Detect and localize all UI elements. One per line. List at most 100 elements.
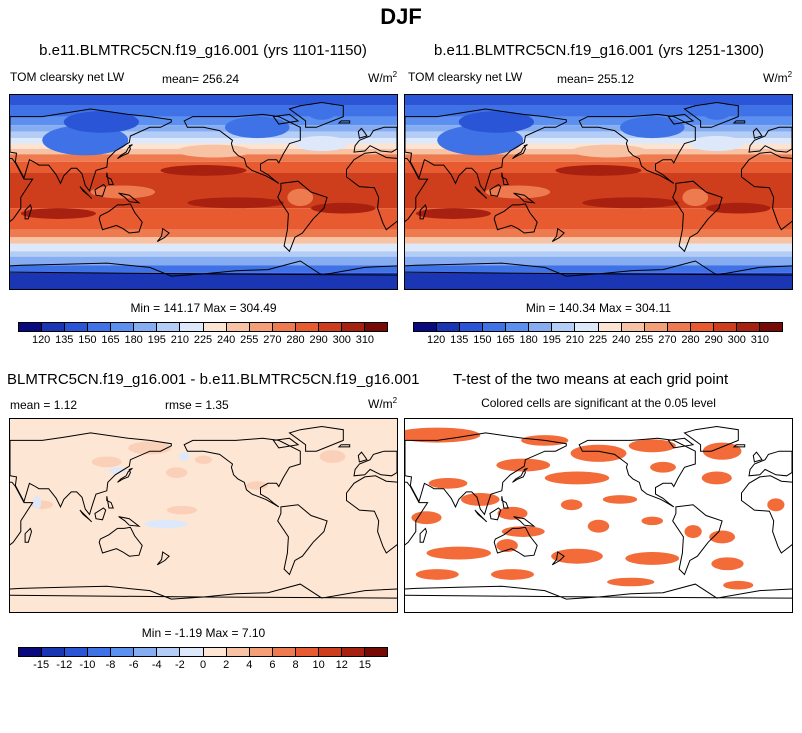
cbar-tr-color-3: [483, 323, 507, 331]
map-tl-coastline: [94, 183, 107, 197]
cbar-tr-tick-label: 280: [681, 334, 700, 346]
map-br-coastline: [493, 526, 538, 557]
map-br-coastline: [578, 437, 696, 508]
units-label-bottom-left: W/m2: [368, 396, 398, 411]
map-br-sig-region: [650, 461, 676, 473]
map-tr-coastline: [667, 113, 695, 125]
map-tl-cold-asia: [42, 125, 129, 156]
map-tl-field-band: [10, 154, 397, 162]
cbar-bl-tick-label: 10: [312, 659, 325, 671]
map-br-coastline: [405, 585, 599, 600]
map-bl-coastline: [183, 437, 301, 508]
panel-subtitle-bottom-right: Colored cells are significant at the 0.0…: [481, 396, 716, 410]
map-br-coastline: [752, 451, 763, 463]
map-br-sig-region: [702, 442, 742, 460]
map-tr-coastline: [752, 127, 763, 139]
map-tr-spac-max: [582, 197, 680, 209]
map-tr-coastline: [405, 108, 567, 192]
map-br-sig-region: [460, 492, 500, 506]
map-bottom-right: [404, 418, 793, 613]
cbar-tl-color-8: [203, 323, 227, 331]
map-bl-warm-patch: [165, 467, 188, 478]
map-tr-coastline: [474, 186, 488, 199]
map-tr-coastline: [598, 260, 792, 276]
map-tr-field-band: [405, 256, 792, 266]
cbar-bl-color-2: [65, 648, 89, 656]
cbar-tl-color-15: [364, 323, 387, 331]
cbar-tl-tick-label: 310: [355, 334, 375, 346]
map-tl-coastline: [10, 108, 172, 192]
map-br-sig-region: [497, 506, 528, 520]
cbar-tl-tick-label: 180: [124, 334, 143, 346]
map-tl-coastline: [203, 260, 397, 276]
cbar-bl-color-1: [42, 648, 66, 656]
map-tl-coastline: [277, 180, 328, 253]
cbar-tr-color-6: [552, 323, 576, 331]
map-tl-coastline: [346, 151, 397, 231]
map-tr-field-band: [405, 138, 792, 144]
cbar-tl-color-11: [272, 323, 296, 331]
map-br-coastline: [419, 527, 428, 543]
map-br-sig-region: [723, 580, 754, 590]
map-tr-sio-max: [415, 208, 491, 219]
map-bl-warm-patch: [91, 456, 122, 468]
cbar-tl-tick-label: 270: [263, 334, 282, 346]
map-bl-warm-patch: [319, 450, 346, 463]
map-bl-svg: [10, 419, 397, 612]
map-bl-coastline: [117, 467, 133, 483]
map-br-sig-region: [701, 471, 732, 485]
map-tr-field-band: [405, 116, 792, 126]
map-tl-npac-max: [160, 165, 247, 176]
map-br-sig-region: [711, 557, 744, 571]
map-tl-spac-max: [187, 197, 285, 209]
map-tr-coastline: [672, 180, 723, 253]
map-bl-coastline: [288, 425, 344, 452]
map-tr-warmpool: [485, 185, 551, 199]
map-br-coastline: [672, 504, 723, 576]
cbar-tr-color-1: [437, 323, 461, 331]
map-bl-coastline: [79, 509, 93, 523]
map-bl-coastline: [24, 527, 33, 543]
map-tr-npac-ridge: [571, 144, 647, 158]
colorbar-bottom-left: [18, 647, 388, 657]
map-tl-coastline: [79, 186, 93, 199]
map-bl-coastline: [10, 585, 204, 600]
colorbar-top-right: [413, 322, 783, 332]
map-tr-coastline: [493, 203, 538, 234]
map-tl-field-band: [10, 243, 397, 252]
cbar-tr-tick-label: 290: [704, 334, 723, 346]
map-tr-cold-asia: [437, 125, 524, 156]
figure-title: DJF: [380, 4, 422, 29]
cbar-tl-color-6: [157, 323, 181, 331]
map-br-sig-region: [684, 525, 702, 539]
cbar-tr-color-0: [414, 323, 438, 331]
cbar-tl-tick-label: 120: [31, 334, 51, 346]
cbar-bl-tick-label: 0: [199, 659, 207, 671]
map-br-sig-region: [496, 458, 551, 472]
map-tr-coastline: [405, 262, 599, 277]
map-br-sig-region: [625, 551, 680, 565]
stats-label-top-right: Min = 140.34 Max = 304.11: [525, 301, 672, 315]
map-bl-cool-patch: [32, 496, 42, 510]
map-tr-field-band: [405, 251, 792, 257]
map-tr-field-band: [405, 272, 792, 289]
cbar-tr-tick-label: 165: [496, 334, 515, 346]
map-tl-field-band: [10, 256, 397, 266]
cbar-bl-tick-label: 12: [335, 659, 348, 671]
mean-label-top-right: mean= 255.12: [557, 72, 635, 86]
cbar-bl-color-6: [157, 648, 181, 656]
map-br-sig-region: [641, 516, 663, 526]
cbar-tr-tick-label: 150: [473, 334, 492, 346]
map-tr-field-band: [405, 208, 792, 230]
map-br-sig-region: [709, 530, 736, 544]
units-label-top-left: W/m2: [368, 70, 398, 85]
map-tl-coastline: [272, 113, 300, 125]
variable-label-top-left: TOM clearsky net LW: [10, 70, 125, 84]
cbar-tl-tick-label: 135: [55, 334, 74, 346]
cbar-tr-tick-label: 225: [588, 334, 608, 346]
map-br-sig-region: [551, 548, 603, 564]
map-tl-warmpool: [90, 185, 156, 199]
colorbar-top-left: [18, 322, 388, 332]
map-tr-coastline: [683, 101, 739, 128]
map-bl-warm-patch: [246, 481, 268, 490]
